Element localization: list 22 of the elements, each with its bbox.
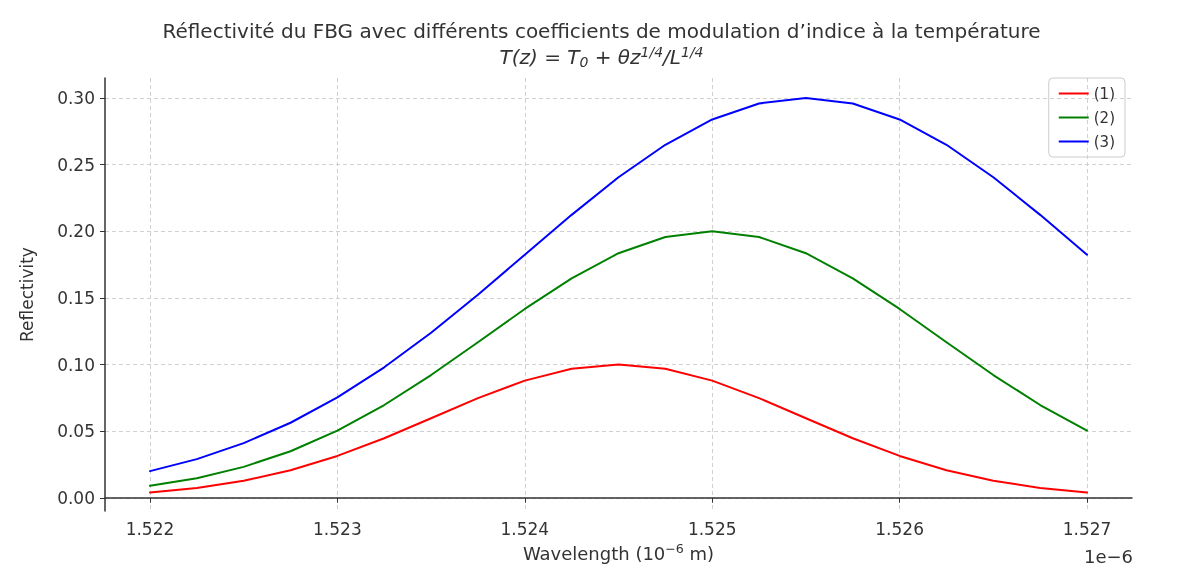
y-tick-label: 0.25 <box>57 154 95 175</box>
legend-label: (1) <box>1093 84 1115 103</box>
line-series <box>148 230 1089 487</box>
legend-label: (3) <box>1093 132 1115 151</box>
line-series <box>148 96 1089 473</box>
x-tick-label: 1.526 <box>875 518 924 539</box>
x-tick-label: 1.525 <box>687 518 737 539</box>
x-tick-label: 1.524 <box>500 518 550 539</box>
x-tick-label: 1.522 <box>125 518 175 539</box>
y-tick-label: 0.20 <box>57 221 95 242</box>
x-tick-label: 1.527 <box>1062 518 1112 539</box>
x-tick-label: 1.523 <box>313 518 362 539</box>
y-tick-label: 0.30 <box>57 87 95 108</box>
line-series <box>148 363 1089 494</box>
legend-label: (2) <box>1093 108 1115 127</box>
y-tick-label: 0.10 <box>57 354 95 375</box>
text: 1e−6 <box>1083 545 1133 567</box>
y-tick-label: 0.15 <box>57 287 95 308</box>
y-axis-title: Reflectivity <box>16 247 37 343</box>
chart-title: Réflectivité du FBG avec différents coefficients de modulation d’indice à la température <box>162 19 1041 43</box>
y-tick-label: 0.05 <box>57 421 95 442</box>
y-tick-label: 0.00 <box>57 487 95 508</box>
